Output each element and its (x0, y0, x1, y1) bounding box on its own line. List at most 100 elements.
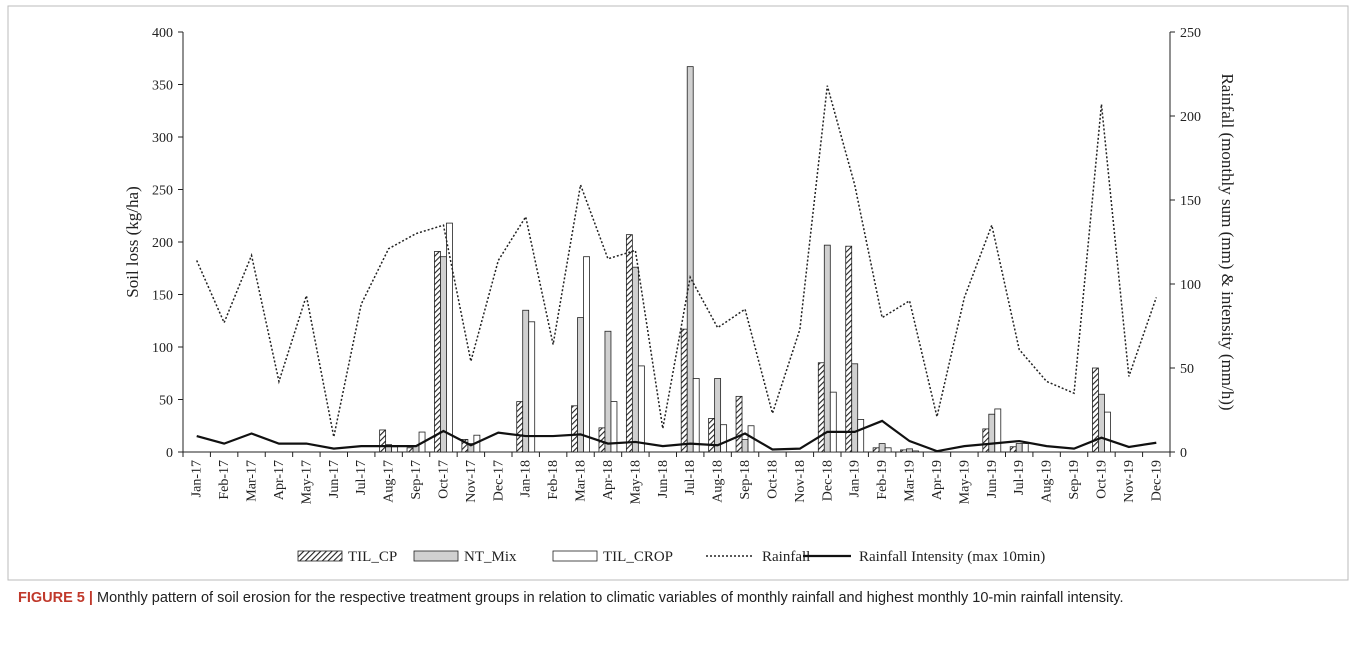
x-tick-label: Jan-17 (190, 460, 205, 497)
x-tick-label: Sep-17 (409, 460, 424, 500)
x-tick-label: Jan-19 (848, 460, 863, 497)
x-tick-label: Jul-19 (1012, 460, 1027, 495)
bar (379, 429, 387, 453)
bar (406, 447, 414, 453)
x-tick-label: Dec-19 (1149, 460, 1164, 501)
frame (7, 5, 1349, 581)
y-tick-label: 100 (152, 341, 173, 356)
y2-tick-label: 50 (1180, 362, 1194, 377)
x-tick-label: Feb-17 (217, 460, 232, 500)
x-tick-label: Oct-18 (765, 460, 780, 499)
bar (823, 244, 831, 453)
x-tick-label: Aug-17 (382, 460, 397, 503)
bar (434, 251, 441, 453)
bar (637, 365, 645, 453)
bar (912, 450, 919, 453)
bar (686, 66, 694, 453)
x-tick-label: Mar-19 (903, 460, 918, 502)
bar (988, 413, 996, 453)
bar (571, 405, 578, 453)
bar (857, 419, 865, 453)
bar (741, 438, 749, 453)
bar (446, 222, 453, 453)
x-tick-label: Feb-19 (875, 460, 890, 500)
legend-label: Rainfall (762, 549, 810, 565)
y2-tick-label: 200 (1180, 110, 1201, 125)
bar (516, 401, 524, 453)
bar (610, 401, 618, 453)
x-tick-label: Aug-19 (1040, 460, 1055, 503)
y2-axis-title: Rainfall (monthly sum (mm) & intensity (… (1218, 73, 1237, 410)
bar (714, 378, 722, 453)
x-tick-label: Apr-17 (272, 460, 287, 500)
y-tick-label: 400 (152, 26, 173, 41)
x-tick-label: May-17 (299, 460, 314, 504)
x-tick-label: May-18 (628, 460, 643, 504)
x-tick-label: Dec-18 (820, 460, 835, 501)
bar (994, 408, 1002, 453)
y2-tick-label: 0 (1180, 446, 1187, 461)
x-tick-label: Jun-19 (985, 460, 1000, 498)
y-tick-label: 200 (152, 236, 173, 251)
bar (884, 447, 892, 453)
bar (872, 447, 880, 453)
x-tick-label: Feb-18 (546, 460, 561, 500)
chart: 0 50 100 150 200 250 300 350 400 0 50 100 150 200 250 S… (7, 5, 1349, 581)
bar (1021, 443, 1029, 453)
bar (1104, 411, 1111, 453)
line (196, 85, 1157, 438)
x-tick-label: Jun-18 (656, 460, 671, 498)
y2-tick-label: 100 (1180, 278, 1201, 293)
y2-tick-label: 250 (1180, 26, 1201, 41)
x-tick-label: Sep-18 (738, 460, 753, 500)
bar (906, 448, 913, 453)
bar (829, 391, 837, 453)
x-tick-label: Mar-17 (245, 460, 260, 502)
bar (845, 245, 853, 453)
legend-label: Rainfall Intensity (max 10min) (859, 549, 1045, 565)
x-tick-label: Jun-17 (327, 460, 342, 498)
y-tick-label: 350 (152, 79, 173, 94)
caption-text: Monthly pattern of soil erosion for the … (97, 590, 1124, 606)
x-tick-label: Sep-19 (1067, 460, 1082, 500)
bar (900, 449, 907, 453)
legend-label: TIL_CROP (603, 549, 673, 565)
y2-tick-label: 150 (1180, 194, 1201, 209)
x-tick-label: Jul-17 (354, 460, 369, 495)
y-tick-label: 250 (152, 184, 173, 199)
bar (440, 256, 447, 453)
bar (692, 378, 700, 453)
x-tick-label: Nov-17 (464, 460, 479, 503)
x-tick-label: Nov-18 (793, 460, 808, 503)
bar (851, 363, 859, 453)
y-axis-title: Soil loss (kg/ha) (123, 186, 142, 297)
bar (583, 256, 590, 453)
y-tick-label: 50 (159, 394, 173, 409)
bar (528, 321, 536, 453)
legend-label: NT_Mix (464, 549, 517, 565)
caption-label: FIGURE 5 | (18, 590, 93, 606)
x-tick-label: Jul-18 (683, 460, 698, 495)
y-tick-label: 150 (152, 289, 173, 304)
x-tick-label: Jan-18 (519, 460, 534, 497)
bar (1098, 393, 1105, 453)
x-tick-label: Oct-17 (436, 460, 451, 499)
bar (522, 309, 530, 453)
x-tick-label: Nov-19 (1122, 460, 1137, 503)
y-tick-label: 0 (166, 446, 173, 461)
bar (817, 362, 825, 453)
x-tick-label: Apr-18 (601, 460, 616, 500)
bar (878, 443, 886, 453)
x-tick-label: Mar-18 (574, 460, 589, 502)
bar (577, 317, 584, 453)
bar (631, 266, 639, 453)
legend-swatch (297, 550, 343, 562)
bar (720, 424, 728, 453)
bar (625, 234, 633, 453)
legend-swatch (552, 550, 598, 562)
line (196, 419, 1157, 453)
x-tick-label: Oct-19 (1094, 460, 1109, 499)
legend-label: TIL_CP (348, 549, 397, 565)
caption: FIGURE 5 | Monthly pattern of soil erosi… (18, 588, 1338, 609)
